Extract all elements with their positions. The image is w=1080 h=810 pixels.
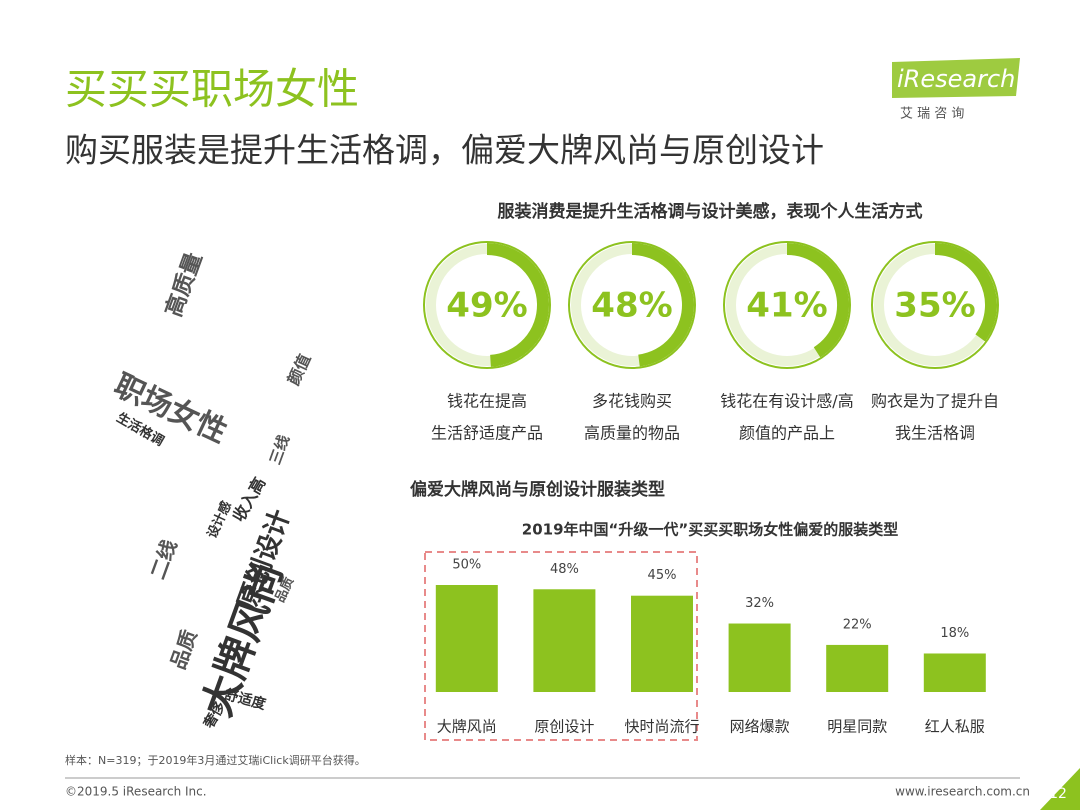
ring-outline: [871, 241, 999, 369]
bar: [826, 644, 889, 692]
category-label: 颜值的产品上: [739, 424, 835, 443]
chart-title: 服装消费是提升生活格调与设计美感，表现个人生活方式: [498, 201, 923, 222]
category-label: 生活舒适度产品: [431, 424, 543, 443]
value-label: 41%: [746, 286, 827, 326]
logo-cn: 艾 瑞 咨 询: [900, 107, 964, 122]
bar: [728, 623, 791, 692]
x-tick-label: 网络爆款: [730, 718, 790, 736]
bar: [435, 585, 498, 692]
category-label: 钱花在有设计感/高: [720, 392, 853, 411]
bar: [923, 653, 986, 692]
ring-outline: [723, 241, 851, 369]
copyright: ©2019.5 iResearch Inc.: [65, 785, 207, 799]
value-label: 48%: [591, 286, 672, 326]
word-cloud-word: 品质: [165, 627, 201, 673]
value-label: 35%: [894, 286, 975, 326]
word-cloud-word: 三线: [266, 433, 293, 467]
word-cloud-word: 高质量: [161, 249, 208, 320]
slide-subtitle: 购买服装是提升生活格调，偏爱大牌风尚与原创设计: [65, 131, 824, 170]
category-label: 我生活格调: [895, 424, 975, 443]
bar: [631, 595, 693, 692]
category-label: 多花钱购买: [592, 392, 672, 411]
ring-outline: [423, 241, 551, 369]
x-tick-label: 明星同款: [827, 718, 887, 736]
ring-arc: [486, 243, 549, 367]
word-cloud-word: 设计感: [204, 499, 235, 541]
corner: [1040, 768, 1080, 810]
website: www.iresearch.com.cn: [895, 785, 1030, 799]
x-tick-label: 快时尚流行: [624, 718, 699, 736]
page-number: 12: [1049, 786, 1067, 802]
value-label: 22%: [843, 617, 872, 632]
word-cloud-word: 颜值: [284, 351, 315, 388]
word-cloud-word: 二线: [145, 537, 181, 583]
value-label: 49%: [446, 286, 527, 326]
logo: iResearch: [897, 65, 1015, 93]
value-label: 50%: [452, 558, 481, 573]
ring-arc: [934, 243, 997, 342]
category-label: 购衣是为了提升自: [871, 392, 999, 411]
category-label: 钱花在提高: [447, 392, 527, 411]
value-label: 48%: [550, 562, 579, 577]
ring-arc: [631, 243, 694, 367]
x-tick-label: 原创设计: [534, 718, 594, 736]
word-cloud-word: 职场女性: [109, 368, 233, 450]
bar: [533, 589, 596, 692]
highlight-box: [424, 551, 698, 741]
section-title: 偏爱大牌风尚与原创设计服装类型: [410, 479, 665, 500]
footer-note: 样本：N=319；于2019年3月通过艾瑞iClick调研平台获得。: [65, 753, 366, 767]
value-label: 45%: [648, 568, 677, 583]
value-label: 32%: [745, 596, 774, 611]
logo-bg: [892, 58, 1020, 98]
x-tick-label: 大牌风尚: [437, 718, 497, 736]
ring-outline: [568, 241, 696, 369]
category-label: 高质量的物品: [584, 424, 680, 443]
value-label: 18%: [940, 626, 969, 641]
chart-title: 2019年中国“升级一代”买买买职场女性偏爱的服装类型: [522, 521, 898, 539]
x-tick-label: 红人私服: [925, 718, 985, 736]
ring-arc: [786, 243, 849, 358]
slide-title: 买买买职场女性: [65, 65, 359, 114]
